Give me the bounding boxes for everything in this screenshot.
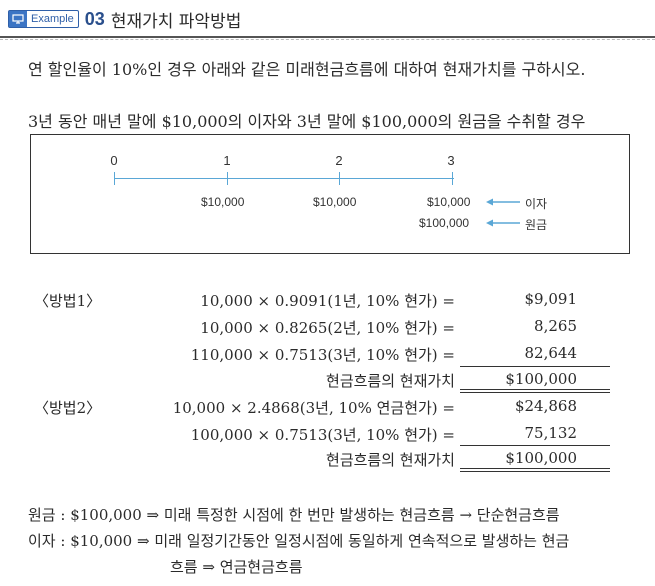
principal-label: 원금 (525, 218, 548, 232)
period-0: 0 (110, 153, 118, 168)
interest-amount-2: $10,000 (313, 195, 357, 209)
method1-total-label: 현금흐름의 현재가치 (326, 372, 455, 390)
cash-flow-timeline: 0 1 2 3 $10,000 $10,000 $10,000 $100,000… (30, 134, 630, 254)
timeline-tick-0 (114, 172, 115, 185)
method1-row-3-expr: 110,000 × 0.7513(3년, 10% 현가) = (190, 346, 455, 364)
method1-sum-rule (460, 366, 610, 367)
header-dashed-rule (0, 39, 655, 40)
arrow-left-icon (486, 219, 520, 227)
method2-sum-rule (460, 445, 610, 446)
interest-amount-3: $10,000 (427, 195, 471, 209)
problem-line-2: 3년 동안 매년 말에 $10,000의 이자와 3년 말에 $100,000의… (28, 112, 586, 131)
method2-total-value: $100,000 (505, 449, 577, 467)
arrow-left-icon (486, 198, 520, 206)
method1-row-1-expr: 10,000 × 0.9091(1년, 10% 현가) = (200, 292, 455, 310)
example-number: 03 (84, 8, 105, 29)
method2-total-label: 현금흐름의 현재가치 (326, 451, 455, 469)
header-rule (0, 36, 655, 38)
method2-row-2-value: 75,132 (524, 424, 578, 442)
period-2: 2 (335, 153, 343, 168)
method1-row-1-value: $9,091 (524, 290, 578, 308)
method2-row-1-expr: 10,000 × 2.4868(3년, 10% 연금현가) = (172, 399, 455, 417)
interest-note-continued: 흐름 ⇒ 연금현금흐름 (170, 558, 303, 576)
example-badge: Example (8, 10, 79, 28)
interest-label: 이자 (525, 197, 548, 211)
method2-row-2-expr: 100,000 × 0.7513(3년, 10% 현가) = (190, 426, 455, 444)
period-1: 1 (223, 153, 231, 168)
timeline-tick-1 (227, 172, 228, 185)
badge-label: Example (31, 13, 74, 25)
method2-label: 〈방법2〉 (34, 399, 102, 417)
method1-row-3-value: 82,644 (524, 344, 578, 362)
principal-note: 원금 : $100,000 ⇒ 미래 특정한 시점에 한 번만 발생하는 현금흐… (28, 506, 560, 524)
interest-amount-1: $10,000 (201, 195, 245, 209)
timeline-tick-2 (339, 172, 340, 185)
method1-total-rule (460, 389, 610, 393)
problem-line-1: 연 할인율이 10%인 경우 아래와 같은 미래현금흐름에 대하여 현재가치를 … (28, 60, 586, 79)
interest-note: 이자 : $10,000 ⇒ 미래 일정기간동안 일정시점에 동일하게 연속적으… (28, 532, 570, 550)
example-title: 현재가치 파악방법 (110, 11, 242, 32)
method1-row-2-value: 8,265 (534, 317, 577, 335)
method2-row-1-value: $24,868 (514, 397, 577, 415)
method1-total-value: $100,000 (505, 370, 577, 388)
method2-total-rule (460, 468, 610, 472)
monitor-icon (9, 11, 27, 27)
period-3: 3 (447, 153, 455, 168)
timeline-axis (114, 178, 454, 179)
method1-label: 〈방법1〉 (34, 292, 102, 310)
example-header: Example 03 현재가치 파악방법 (8, 6, 241, 32)
principal-amount: $100,000 (419, 216, 470, 230)
timeline-tick-3 (452, 172, 453, 185)
method1-row-2-expr: 10,000 × 0.8265(2년, 10% 현가) = (200, 319, 455, 337)
